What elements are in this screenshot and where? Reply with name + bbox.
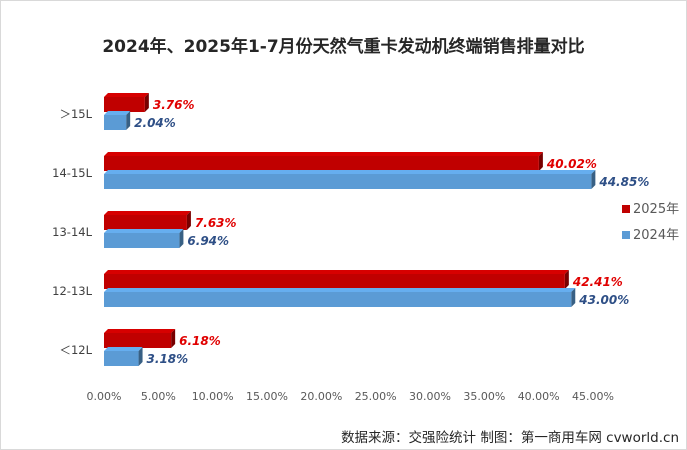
data-label: 3.76% [153,98,195,112]
category-label: 12-13L [52,284,92,298]
legend-label: 2024年 [633,228,679,243]
chart-title: 2024年、2025年1-7月份天然气重卡发动机终端销售排量对比 [102,37,585,57]
bar-top-face [104,93,149,97]
data-label: 44.85% [598,175,649,189]
x-tick-label: 5.00% [141,390,176,403]
x-tick-label: 25.00% [355,390,397,403]
data-label: 42.41% [572,275,623,289]
category-label: ＞15L [59,107,92,121]
data-label: 40.02% [546,157,597,171]
bar [104,351,139,366]
data-label: 7.63% [195,216,237,230]
bar-top-face [104,270,569,274]
bar-side-face [179,229,184,248]
data-label: 6.94% [187,234,229,248]
bar [104,115,127,130]
bar [104,97,145,112]
x-tick-label: 40.00% [518,390,560,403]
bar [104,292,572,307]
bar-side-face [538,152,543,171]
bar-top-face [104,229,184,233]
bar [104,233,180,248]
bar-side-face [591,170,596,189]
data-label: 6.18% [179,334,221,348]
data-label: 43.00% [578,293,629,307]
bar-side-face [144,93,149,112]
bar [104,215,187,230]
bar-top-face [104,170,596,174]
bar-side-face [564,270,569,289]
bar-top-face [104,152,543,156]
x-tick-label: 45.00% [572,390,614,403]
x-tick-label: 10.00% [192,390,234,403]
bar-top-face [104,211,191,215]
bar-side-face [126,111,131,130]
bar-side-face [186,211,191,230]
source-note: 数据来源：交强险统计 制图：第一商用车网 cvworld.cn [341,430,679,446]
bar-side-face [571,288,576,307]
category-label: ＜12L [59,343,92,357]
bar [104,333,172,348]
bar-top-face [104,347,143,351]
x-tick-label: 35.00% [463,390,505,403]
x-tick-label: 15.00% [246,390,288,403]
bar-side-face [171,329,176,348]
bar [104,174,592,189]
x-tick-label: 0.00% [87,390,122,403]
bar [104,156,539,171]
x-tick-label: 20.00% [300,390,342,403]
bar [104,274,565,289]
bar-top-face [104,329,176,333]
legend-swatch [622,205,630,213]
legend-label: 2025年 [633,202,679,217]
x-tick-label: 30.00% [409,390,451,403]
bar-top-face [104,288,576,292]
data-label: 2.04% [134,116,176,130]
bar-top-face [104,111,131,115]
legend-swatch [622,231,630,239]
category-label: 14-15L [52,166,92,180]
data-label: 3.18% [147,352,189,366]
bar-side-face [138,347,143,366]
category-label: 13-14L [52,225,92,239]
